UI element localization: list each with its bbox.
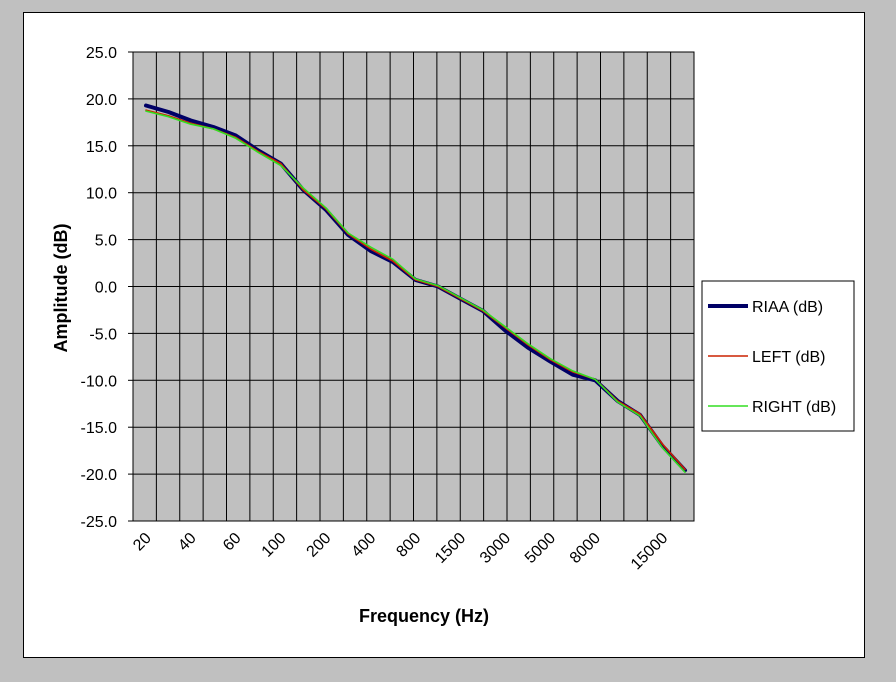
x-tick-label: 60: [220, 530, 245, 555]
x-tick-label: 800: [393, 530, 424, 561]
x-tick-label: 40: [175, 530, 200, 555]
y-tick-label: 20.0: [86, 92, 117, 109]
y-tick-label: 10.0: [86, 186, 117, 203]
y-tick-label: -10.0: [81, 373, 118, 390]
series-line-3: [145, 110, 686, 474]
y-axis-title: Amplitude (dB): [51, 224, 71, 353]
y-tick-label: -25.0: [81, 514, 118, 531]
x-tick-label: 100: [259, 530, 290, 561]
x-tick-label: 15000: [628, 530, 672, 574]
y-tick-label: 0.0: [95, 280, 117, 297]
x-tick-label: 20: [130, 530, 155, 555]
legend: RIAA (dB) LEFT (dB) RIGHT (dB): [701, 280, 855, 432]
y-tick-label: -15.0: [81, 420, 118, 437]
y-tick-label: 25.0: [86, 45, 117, 62]
x-axis-title: Frequency (Hz): [359, 606, 489, 626]
legend-label: RIAA (dB): [752, 299, 823, 316]
x-tick-label: 400: [349, 530, 380, 561]
x-tick-label: 5000: [522, 530, 559, 567]
x-tick-label: 200: [304, 530, 335, 561]
x-tick-label: 3000: [477, 530, 514, 567]
y-axis-ticks: 25.0 20.0 15.0 10.0 5.0 0.0 -5.0 -10.0 -15.0 -20.…: [81, 45, 133, 531]
y-tick-label: 15.0: [86, 139, 117, 156]
series-lines: [144, 103, 687, 474]
x-axis-ticks: 20 40 60 100 200 400 800 1500 3000 5000 8000 15000: [130, 530, 671, 574]
legend-label: RIGHT (dB): [752, 399, 836, 416]
legend-label: LEFT (dB): [752, 349, 826, 366]
y-tick-label: 5.0: [95, 233, 117, 250]
x-tick-label: 8000: [567, 530, 604, 567]
y-tick-label: -5.0: [89, 326, 117, 343]
gridlines: [133, 52, 694, 521]
y-tick-label: -20.0: [81, 467, 118, 484]
x-tick-label: 1500: [432, 530, 469, 567]
